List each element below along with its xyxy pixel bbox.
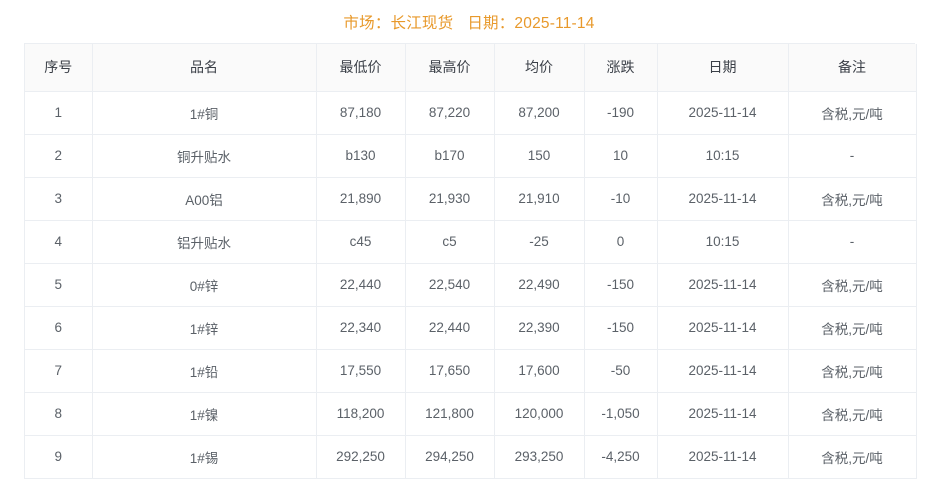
price-table: 序号 品名 最低价 最高价 均价 涨跌 日期 备注 1 1#铜 87,180 87,2… [25,44,917,479]
cell-date: 2025-11-14 [657,306,789,350]
cell-index: 6 [25,306,93,350]
cell-note: 含税,元/吨 [788,177,917,221]
cell-high: 87,220 [405,91,495,135]
column-header-name[interactable]: 品名 [92,44,317,92]
cell-low: 17,550 [316,349,406,393]
cell-low: 21,890 [316,177,406,221]
cell-avg: 87,200 [494,91,585,135]
cell-name[interactable]: 1#镍 [92,392,317,436]
cell-low: 87,180 [316,91,406,135]
cell-low: c45 [316,220,406,264]
market-label: 市场：长江现货 [343,14,454,32]
table-row[interactable]: 9 1#锡 292,250 294,250 293,250 -4,250 2025-11-1… [25,435,917,479]
page-title: 市场：长江现货 日期：2025-11-14 [0,0,938,43]
cell-index: 9 [25,435,93,479]
cell-high: 22,540 [405,263,495,307]
cell-note: 含税,元/吨 [788,91,917,135]
table-header: 序号 品名 最低价 最高价 均价 涨跌 日期 备注 [25,44,917,92]
cell-index: 7 [25,349,93,393]
table-header-row: 序号 品名 最低价 最高价 均价 涨跌 日期 备注 [25,44,917,92]
cell-low: 22,440 [316,263,406,307]
cell-high: 21,930 [405,177,495,221]
cell-date: 2025-11-14 [657,263,789,307]
cell-avg: 120,000 [494,392,585,436]
cell-name[interactable]: 1#锌 [92,306,317,350]
cell-high: 121,800 [405,392,495,436]
cell-date: 2025-11-14 [657,91,789,135]
cell-change: -150 [584,263,658,307]
cell-name[interactable]: 1#锡 [92,435,317,479]
cell-name[interactable]: 铝升贴水 [92,220,317,264]
table-row[interactable]: 4 铝升贴水 c45 c5 -25 0 10:15- [25,220,917,264]
cell-avg: 17,600 [494,349,585,393]
cell-note: 含税,元/吨 [788,349,917,393]
table-row[interactable]: 6 1#锌 22,340 22,440 22,390 -150 2025-11-14 含税,元… [25,306,917,350]
cell-note: 含税,元/吨 [788,263,917,307]
table-body: 1 1#铜 87,180 87,220 87,200 -190 2025-11-14 含税,元… [25,91,917,479]
cell-note: 含税,元/吨 [788,392,917,436]
cell-date: 2025-11-14 [657,177,789,221]
column-header-date[interactable]: 日期 [657,44,789,92]
cell-avg: -25 [494,220,585,264]
cell-index: 4 [25,220,93,264]
cell-avg: 22,390 [494,306,585,350]
table-row[interactable]: 7 1#铅 17,550 17,650 17,600 -50 2025-11-14 含税,元/… [25,349,917,393]
cell-change: -190 [584,91,658,135]
cell-change: 10 [584,134,658,178]
cell-name[interactable]: A00铝 [92,177,317,221]
cell-note: - [788,134,917,178]
cell-index: 8 [25,392,93,436]
cell-low: 118,200 [316,392,406,436]
cell-date: 10:15 [657,220,789,264]
cell-change: 0 [584,220,658,264]
cell-change: -10 [584,177,658,221]
cell-date: 2025-11-14 [657,435,789,479]
cell-avg: 150 [494,134,585,178]
column-header-low[interactable]: 最低价 [316,44,406,92]
column-header-index[interactable]: 序号 [25,44,93,92]
cell-change: -4,250 [584,435,658,479]
table-row[interactable]: 5 0#锌 22,440 22,540 22,490 -150 2025-11-14 含税,元… [25,263,917,307]
column-header-high[interactable]: 最高价 [405,44,495,92]
cell-index: 3 [25,177,93,221]
table-row[interactable]: 8 1#镍 118,200 121,800 120,000 -1,050 2025-11-1… [25,392,917,436]
cell-change: -150 [584,306,658,350]
cell-avg: 22,490 [494,263,585,307]
cell-name[interactable]: 1#铅 [92,349,317,393]
column-header-note[interactable]: 备注 [788,44,917,92]
date-label: 日期：2025-11-14 [467,14,595,32]
cell-change: -1,050 [584,392,658,436]
column-header-change[interactable]: 涨跌 [584,44,658,92]
cell-high: b170 [405,134,495,178]
cell-index: 5 [25,263,93,307]
cell-name[interactable]: 1#铜 [92,91,317,135]
cell-high: 17,650 [405,349,495,393]
cell-note: 含税,元/吨 [788,435,917,479]
table-row[interactable]: 3 A00铝 21,890 21,930 21,910 -10 2025-11-14 含税,元… [25,177,917,221]
table-row[interactable]: 1 1#铜 87,180 87,220 87,200 -190 2025-11-14 含税,元… [25,91,917,135]
cell-high: c5 [405,220,495,264]
cell-low: 292,250 [316,435,406,479]
cell-index: 2 [25,134,93,178]
cell-avg: 21,910 [494,177,585,221]
cell-name[interactable]: 铜升贴水 [92,134,317,178]
cell-low: b130 [316,134,406,178]
cell-high: 22,440 [405,306,495,350]
price-table-container: 序号 品名 最低价 最高价 均价 涨跌 日期 备注 1 1#铜 87,180 87,2… [24,43,917,479]
cell-name[interactable]: 0#锌 [92,263,317,307]
cell-avg: 293,250 [494,435,585,479]
cell-index: 1 [25,91,93,135]
cell-date: 2025-11-14 [657,392,789,436]
table-row[interactable]: 2 铜升贴水 b130 b170 150 10 10:15- [25,134,917,178]
cell-date: 2025-11-14 [657,349,789,393]
column-header-avg[interactable]: 均价 [494,44,585,92]
cell-low: 22,340 [316,306,406,350]
cell-high: 294,250 [405,435,495,479]
cell-note: - [788,220,917,264]
cell-note: 含税,元/吨 [788,306,917,350]
cell-change: -50 [584,349,658,393]
cell-date: 10:15 [657,134,789,178]
